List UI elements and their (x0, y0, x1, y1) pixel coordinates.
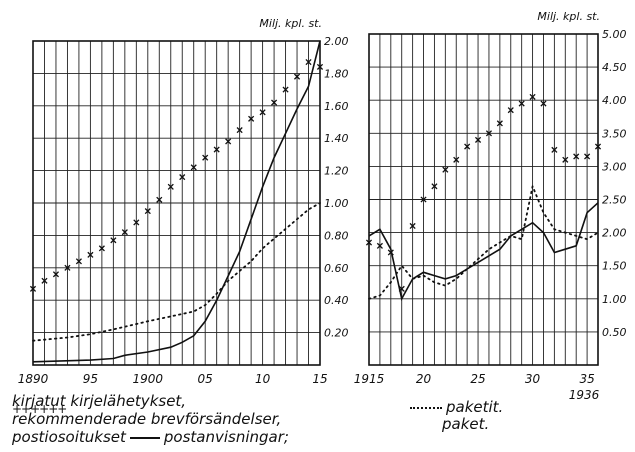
left-money-orders-line (32, 40, 321, 363)
left-registered-point (213, 146, 220, 153)
right-x-end-label: 1936 (569, 388, 600, 402)
left-y-tick-label: 1.40 (324, 132, 349, 145)
right-registered-point (551, 146, 558, 153)
right-registered-point (409, 222, 416, 230)
right-frame (368, 33, 599, 366)
right-registered-point (496, 120, 503, 127)
right-y-tick-label: 4.50 (602, 61, 627, 74)
right-money-orders-line (368, 202, 599, 302)
left-registered-point (87, 251, 94, 258)
right-parcels-line (368, 183, 599, 300)
right-unit-label: Milj. kpl. st. (537, 10, 600, 23)
right-y-tick-label: 3.50 (602, 127, 627, 140)
right-registered-point (529, 93, 536, 100)
left-registered-point (156, 196, 163, 203)
left-y-tick-label: 0.40 (324, 294, 349, 307)
right-registered-point (573, 153, 580, 160)
right-x-tick-label: 25 (470, 372, 485, 386)
left-registered-point (248, 115, 255, 122)
legend-registered-fi: kirjatut kirjelähetykset, (12, 392, 187, 410)
right-registered-point (365, 239, 373, 246)
right-registered-point (474, 136, 482, 143)
left-registered-point (110, 237, 117, 244)
left-registered-point (133, 219, 140, 226)
right-registered-point (442, 166, 449, 173)
right-x-tick-label: 20 (416, 372, 432, 386)
left-registered-point (29, 285, 37, 292)
left-registered-point (75, 258, 82, 265)
right-y-tick-label: 0.50 (602, 326, 627, 339)
right-registered-point (584, 153, 591, 160)
left-registered-point (259, 109, 266, 116)
left-y-tick-label: 0.80 (324, 229, 349, 242)
right-x-tick-label: 35 (579, 372, 594, 386)
legend-registered-sv: ++++++ rekommenderade brevförsändelser, (12, 402, 282, 428)
left-x-tick-label: 95 (83, 372, 98, 386)
left-registered-point (52, 271, 60, 278)
left-registered-point (41, 277, 48, 284)
right-registered-point (376, 242, 383, 249)
left-registered-point (179, 174, 186, 181)
left-unit-label: Milj. kpl. st. (259, 17, 322, 30)
left-registered-point (64, 264, 71, 271)
left-y-tick-label: 1.20 (324, 165, 349, 178)
left-registered-point (236, 127, 243, 134)
right-registered-point (562, 156, 569, 163)
left-registered-point (167, 183, 174, 190)
legend-money-orders-fi: postiosoitukset (12, 428, 126, 446)
left-registered-point (144, 208, 151, 215)
legend-money-orders: postiosoitukset postanvisningar; (12, 428, 289, 446)
legend-parcels-sv: paket. (442, 415, 490, 433)
left-y-tick-label: 1.00 (324, 197, 349, 210)
right-registered-point (485, 130, 493, 137)
left-registered-point (190, 164, 197, 171)
left-registered-point (225, 138, 232, 145)
right-y-tick-label: 1.50 (602, 260, 627, 273)
right-y-tick-label: 2.00 (602, 227, 627, 240)
right-y-tick-label: 1.00 (602, 293, 627, 306)
legend-solid-line-marker (129, 436, 160, 439)
legend-dotted-line-marker (410, 406, 442, 409)
left-registered-point (202, 154, 209, 161)
right-registered-point (594, 143, 602, 150)
right-x-tick-label: 30 (525, 372, 541, 386)
left-registered-point (305, 59, 312, 66)
left-y-tick-label: 0.20 (324, 327, 349, 340)
right-y-tick-label: 2.50 (602, 194, 627, 207)
legend-crosses-marker: ++++++ (12, 402, 67, 416)
left-x-tick-label: 10 (255, 372, 271, 386)
right-x-tick-label: 1915 (354, 372, 385, 386)
left-registered-point (271, 99, 278, 106)
left-x-tick-label: 15 (312, 372, 327, 386)
left-x-tick-label: 05 (198, 372, 213, 386)
left-y-tick-label: 0.60 (324, 262, 349, 275)
left-registered-point (98, 245, 105, 252)
left-x-tick-label: 1890 (18, 372, 49, 386)
right-registered-point (518, 100, 525, 107)
legend-registered-sv-text: rekommenderade brevförsändelser, (12, 410, 282, 428)
left-registered-point (121, 229, 128, 236)
left-registered-point (316, 63, 324, 70)
left-y-tick-label: 1.60 (324, 100, 349, 113)
right-y-tick-label: 3.00 (602, 160, 627, 173)
right-y-tick-label: 4.00 (602, 94, 627, 107)
left-y-tick-label: 2.00 (324, 35, 349, 48)
right-registered-point (540, 100, 547, 107)
right-y-tick-label: 5.00 (602, 28, 627, 41)
left-registered-point (293, 73, 301, 80)
left-x-tick-label: 1900 (133, 372, 164, 386)
right-registered-point (464, 143, 471, 150)
right-registered-point (453, 156, 460, 163)
left-parcels-line (32, 202, 321, 342)
legend-parcels-fi-text: paketit. (446, 398, 504, 416)
right-registered-point (431, 183, 438, 190)
left-registered-point (282, 86, 289, 93)
right-registered-point (420, 196, 427, 203)
right-registered-point (507, 107, 514, 114)
left-y-tick-label: 1.80 (324, 67, 349, 80)
legend-parcels-fi: paketit. (410, 398, 503, 416)
legend-money-orders-sv: postanvisningar; (163, 428, 289, 446)
